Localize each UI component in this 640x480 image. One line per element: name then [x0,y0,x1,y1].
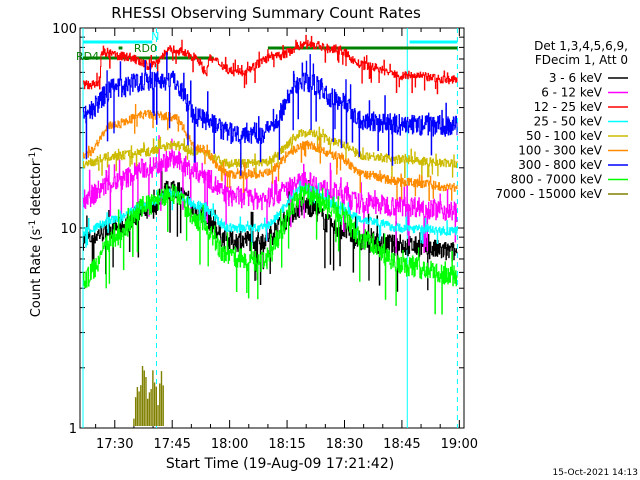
x-tick-label: 19:00 [441,437,478,452]
flag-label: N [151,30,159,43]
legend-label: 100 - 300 keV [518,144,602,158]
series-50-100-kev [83,126,458,180]
series-line [83,180,458,248]
flag-label: RD0 [134,42,157,55]
x-axis-label: Start Time (19-Aug-09 17:21:42) [166,456,394,472]
flag-label: RD4 [76,50,99,63]
legend-header: Det 1,3,4,5,6,9, [534,39,628,53]
chart-title: RHESSI Observing Summary Count Rates [111,4,421,22]
series-line [83,135,458,254]
legend-label: 6 - 12 keV [541,86,603,100]
legend-header: FDecim 1, Att 0 [535,53,628,67]
series-line [83,126,458,180]
x-tick-label: 18:45 [383,437,420,452]
legend-label: 12 - 25 keV [534,100,603,114]
series-25-50-kev [83,180,458,248]
legend-label: 50 - 100 keV [526,129,603,143]
x-tick-label: 18:15 [268,437,305,452]
series-line [83,52,458,176]
generated-timestamp: 15-Oct-2021 14:13 [553,468,638,478]
series-lines [83,34,458,426]
y-axis-label: Count Rate (s-1 detector-1) [28,147,44,318]
legend-label: 300 - 800 keV [518,158,602,172]
legend: Det 1,3,4,5,6,9,FDecim 1, Att 0 3 - 6 keV… [495,39,628,201]
y-tick-label: 1 [69,422,77,437]
legend-label: 7000 - 15000 keV [495,187,602,201]
x-tick-label: 17:45 [153,437,190,452]
series-300-800-kev [83,52,458,176]
series-6-12-kev [83,135,458,254]
legend-label: 3 - 6 keV [549,71,603,85]
y-axis-ticks: 1 10 100 [52,22,464,437]
series-line [83,182,458,315]
x-tick-label: 18:00 [211,437,248,452]
x-tick-label: 17:30 [96,437,133,452]
legend-label: 25 - 50 keV [534,115,603,129]
series-100-300-kev [83,104,458,201]
series-line [83,104,458,201]
legend-label: 800 - 7000 keV [511,173,603,187]
y-tick-label: 100 [52,22,77,37]
y-tick-label: 10 [60,222,77,237]
x-tick-label: 18:30 [326,437,363,452]
x-axis-ticks: 17:30 17:45 18:00 18:15 18:30 18:45 19:00 [95,28,478,452]
series-800-7000-kev [83,182,458,315]
series-7000-15000-kev [133,365,164,426]
